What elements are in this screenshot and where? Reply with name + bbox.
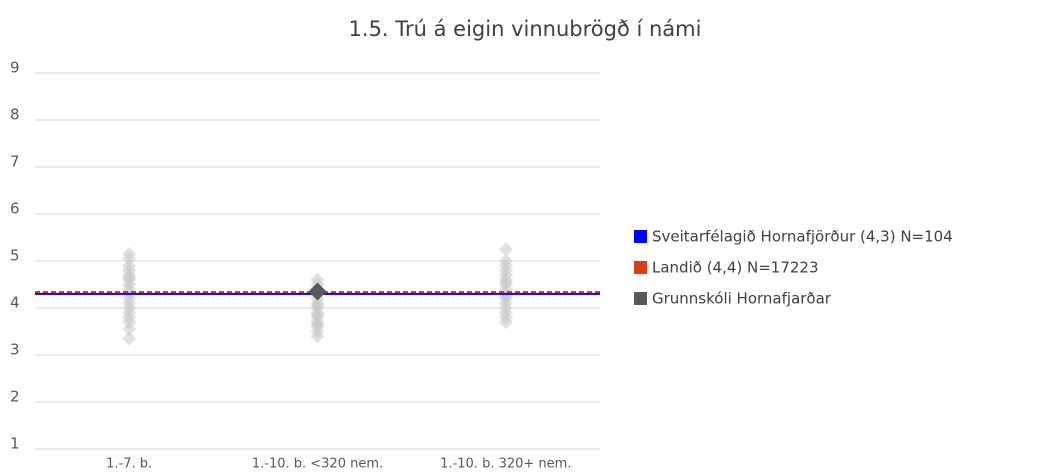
point [310, 272, 325, 287]
legend-label: Landið (4,4) N=17223 [652, 259, 819, 277]
point [122, 331, 137, 346]
y-tick-label: 3 [10, 341, 20, 359]
y-tick-label: 8 [10, 106, 20, 124]
x-tick-label: 1.-7. b. [106, 457, 152, 472]
point [122, 246, 137, 261]
y-tick-label: 5 [10, 247, 20, 265]
x-tick-label: 1.-10. b. 320+ nem. [440, 457, 571, 472]
legend-swatch [634, 261, 647, 274]
x-tick-label: 1.-10. b. <320 nem. [252, 457, 383, 472]
chart-title: 1.5. Trú á eigin vinnubrögð í námi [349, 17, 702, 41]
point [122, 258, 137, 273]
y-tick-label: 2 [10, 388, 20, 406]
legend-swatch [634, 230, 647, 243]
legend-swatch [634, 292, 647, 305]
point [498, 254, 513, 268]
y-tick-label: 7 [10, 153, 20, 171]
y-tick-label: 4 [10, 294, 20, 312]
point [308, 282, 327, 301]
legend-label: Grunnskóli Hornafjarðar [652, 290, 832, 308]
y-tick-label: 6 [10, 200, 20, 218]
y-tick-label: 9 [10, 59, 20, 77]
point [498, 242, 513, 257]
y-tick-label: 1 [10, 435, 20, 453]
point [122, 322, 137, 337]
legend-label: Sveitarfélagið Hornafjörður (4,3) N=104 [652, 228, 953, 246]
